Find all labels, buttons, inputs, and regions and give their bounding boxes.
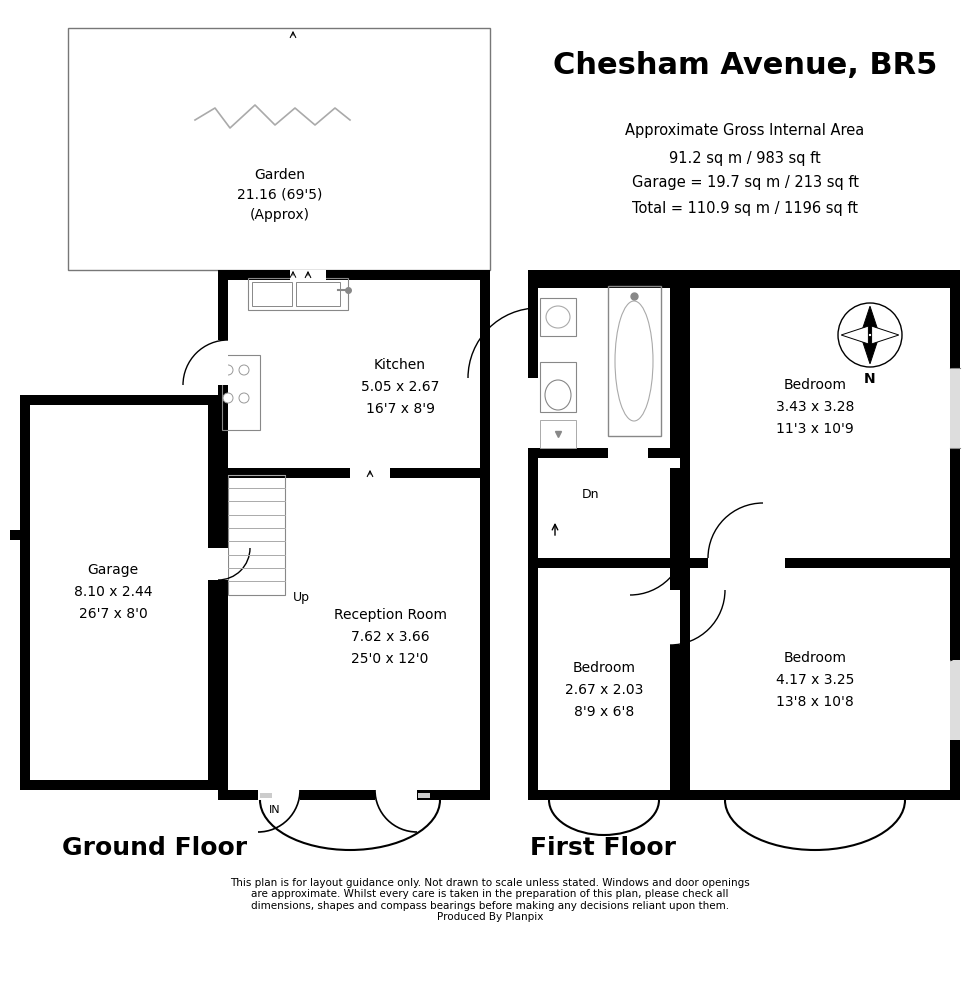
Polygon shape [861,336,879,364]
Text: Garage = 19.7 sq m / 213 sq ft: Garage = 19.7 sq m / 213 sq ft [631,175,858,191]
Ellipse shape [545,380,571,410]
Text: Bedroom: Bedroom [783,651,847,665]
Text: Bedroom: Bedroom [783,378,847,392]
Bar [528,448,608,458]
Text: IN: IN [270,805,281,815]
Text: 3.43 x 3.28: 3.43 x 3.28 [776,400,855,414]
Text: 11'3 x 10'9: 11'3 x 10'9 [776,422,854,436]
Bar [528,790,680,800]
Bar [670,278,680,458]
Circle shape [223,393,233,403]
Text: 13'8 x 10'8: 13'8 x 10'8 [776,695,854,709]
Text: First Floor: First Floor [530,836,676,860]
Bar [218,270,228,800]
Text: Bedroom: Bedroom [572,661,635,675]
Bar [680,558,708,568]
Polygon shape [861,307,879,333]
Bar [290,270,326,280]
Circle shape [838,303,902,367]
Text: 91.2 sq m / 983 sq ft: 91.2 sq m / 983 sq ft [669,150,821,165]
Bar [670,568,680,800]
Bar [950,568,960,800]
Text: 8.10 x 2.44: 8.10 x 2.44 [74,585,152,599]
Text: Garage: Garage [87,563,138,577]
Bar [218,790,490,800]
Text: This plan is for layout guidance only. Not drawn to scale unless stated. Windows: This plan is for layout guidance only. N… [230,877,750,923]
Bar [648,448,680,458]
Polygon shape [871,326,899,344]
Circle shape [239,393,249,403]
Text: 25'0 x 12'0: 25'0 x 12'0 [351,652,428,666]
Text: Reception Room: Reception Room [333,608,447,622]
Text: Ground Floor: Ground Floor [62,836,247,860]
Bar [950,278,960,568]
Bar [528,558,680,568]
Bar [20,395,30,790]
Bar [208,395,218,790]
Text: 7.62 x 3.66: 7.62 x 3.66 [351,630,429,644]
Bar [670,590,680,645]
Bar [540,420,576,448]
Bar [350,468,390,478]
Bar [296,282,340,306]
Text: Garden: Garden [255,168,306,182]
Bar [20,780,218,790]
Bar [218,270,490,280]
Bar [218,468,490,478]
Bar [248,278,348,310]
Bar [708,558,763,568]
Bar [608,286,661,436]
Bar [680,278,690,458]
Bar [528,278,680,288]
Bar [228,475,285,595]
Bar [375,790,417,800]
Text: Up: Up [293,591,310,604]
Text: 21.16 (69'5): 21.16 (69'5) [237,188,322,202]
Text: 8'9 x 6'8: 8'9 x 6'8 [574,705,634,719]
Text: Kitchen: Kitchen [374,358,426,372]
Bar [950,660,960,740]
Polygon shape [841,326,868,344]
Bar [670,468,680,558]
Bar [260,793,272,798]
Bar [730,558,950,568]
Bar [10,530,30,540]
Text: 2.67 x 2.03: 2.67 x 2.03 [564,683,643,697]
Bar [730,558,785,568]
Text: N: N [864,372,876,386]
Circle shape [223,365,233,375]
Bar [252,282,292,306]
Text: Chesham Avenue, BR5: Chesham Avenue, BR5 [553,50,937,79]
Bar [680,278,960,288]
Bar [258,790,300,800]
Bar [20,395,218,405]
Bar [540,298,576,336]
Bar [222,355,260,430]
Text: Dn: Dn [581,489,599,501]
Bar [950,368,960,448]
Bar [218,340,228,385]
Bar [540,362,576,412]
Circle shape [239,365,249,375]
Text: 16'7 x 8'9: 16'7 x 8'9 [366,402,434,416]
Text: 26'7 x 8'0: 26'7 x 8'0 [78,607,147,621]
Bar [208,548,228,580]
Text: (Approx): (Approx) [250,208,310,222]
Text: Total = 110.9 sq m / 1196 sq ft: Total = 110.9 sq m / 1196 sq ft [632,201,858,216]
Bar [528,458,538,568]
Ellipse shape [615,301,653,421]
Bar [528,378,538,448]
Text: 5.05 x 2.67: 5.05 x 2.67 [361,380,439,394]
Bar [68,28,490,270]
Text: 4.17 x 3.25: 4.17 x 3.25 [776,673,855,687]
Bar [528,568,538,800]
Bar [680,790,960,800]
Bar [680,568,690,800]
Text: Approximate Gross Internal Area: Approximate Gross Internal Area [625,123,864,137]
Bar [528,270,960,280]
Bar [680,458,690,568]
Bar [418,793,430,798]
Bar [480,270,490,800]
Bar [528,278,538,458]
